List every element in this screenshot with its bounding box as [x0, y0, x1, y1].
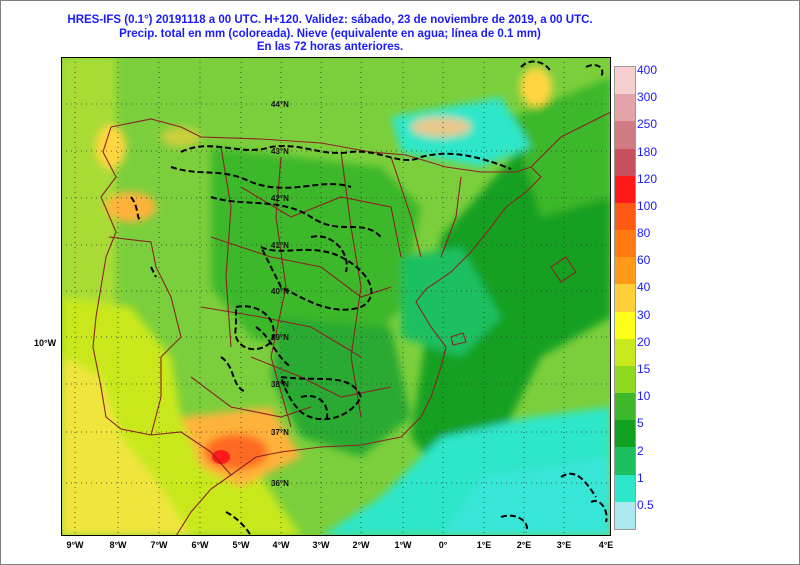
lat-label: 43°N	[271, 147, 289, 156]
colorbar-label: 180	[637, 144, 658, 159]
lon-label: 3°W	[312, 540, 330, 550]
lon-label: 5°W	[232, 540, 250, 550]
colorbar-segment	[615, 94, 635, 122]
map-border	[61, 57, 611, 536]
colorbar-segment	[615, 67, 635, 95]
lon-label: 8°W	[109, 540, 127, 550]
colorbar-label: 20	[637, 334, 651, 349]
lon-label: 9°W	[66, 540, 84, 550]
colorbar-segment	[615, 148, 635, 176]
precip-field-gradients	[61, 57, 611, 536]
colorbar	[614, 66, 636, 530]
colorbar-segment	[615, 365, 635, 394]
graticule	[61, 57, 611, 536]
colorbar-label: 100	[637, 198, 658, 213]
colorbar-label: 5	[637, 416, 644, 431]
colorbar-label: 0.5	[637, 497, 654, 512]
colorbar-segment	[615, 230, 635, 258]
colorbar-segment	[615, 338, 635, 366]
lat-label: 37°N	[271, 428, 289, 437]
colorbar-segment	[615, 420, 635, 448]
colorbar-segment	[615, 202, 635, 231]
colorbar-segment	[615, 393, 635, 421]
side-longitude-label: 10°W	[34, 338, 57, 348]
colorbar-segment	[615, 257, 635, 285]
colorbar-label: 40	[637, 280, 651, 295]
snow-contours	[130, 60, 608, 536]
lon-label: 4°E	[598, 540, 614, 550]
lon-label: 3°E	[556, 540, 572, 550]
lat-label: 42°N	[271, 194, 289, 203]
title-line-2: Precip. total en mm (coloreada). Nieve (…	[119, 28, 541, 40]
colorbar-label: 1	[637, 470, 644, 485]
lon-label: 6°W	[191, 540, 209, 550]
lon-label: 2°E	[516, 540, 532, 550]
lon-label: 7°W	[150, 540, 168, 550]
colorbar-segment	[615, 175, 635, 203]
colorbar-segment	[615, 474, 635, 502]
lat-label: 36°N	[271, 479, 289, 488]
colorbar-label: 30	[637, 307, 651, 322]
lat-label: 44°N	[271, 100, 289, 109]
colorbar-label: 400	[637, 63, 658, 78]
title-line-3: En las 72 horas anteriores.	[256, 41, 404, 53]
colorbar-label: 250	[637, 117, 658, 132]
colorbar-label: 60	[637, 253, 651, 268]
lon-label: 4°W	[272, 540, 290, 550]
colorbar-segment	[615, 447, 635, 475]
lon-label: 1°W	[394, 540, 412, 550]
title-line-1: HRES-IFS (0.1°) 20191118 a 00 UTC. H+120…	[67, 14, 593, 26]
colorbar-segment	[615, 121, 635, 149]
lon-label: 2°W	[352, 540, 370, 550]
precip-max-peak	[212, 450, 230, 464]
latitude-labels: 44°N 43°N 42°N 41°N 40°N 39°N 38°N 37°N …	[271, 100, 289, 488]
colorbar-label: 15	[637, 362, 651, 377]
lat-label: 40°N	[271, 287, 289, 296]
lon-label: 0°	[438, 540, 448, 550]
coastline-borders	[92, 111, 611, 536]
colorbar-label: 120	[637, 171, 658, 186]
colorbar-label: 80	[637, 226, 651, 241]
precipitation-map: 44°N 43°N 42°N 41°N 40°N 39°N 38°N 37°N …	[61, 57, 611, 536]
colorbar-segment	[615, 311, 635, 339]
lat-label: 39°N	[271, 333, 289, 342]
lon-label: 1°E	[476, 540, 492, 550]
colorbar-label: 300	[637, 90, 658, 105]
colorbar-segment	[615, 284, 635, 312]
lat-label: 38°N	[271, 380, 289, 389]
colorbar-label: 10	[637, 389, 651, 404]
colorbar-segment	[615, 501, 635, 529]
lat-label: 41°N	[271, 241, 289, 250]
colorbar-label: 2	[637, 443, 644, 458]
